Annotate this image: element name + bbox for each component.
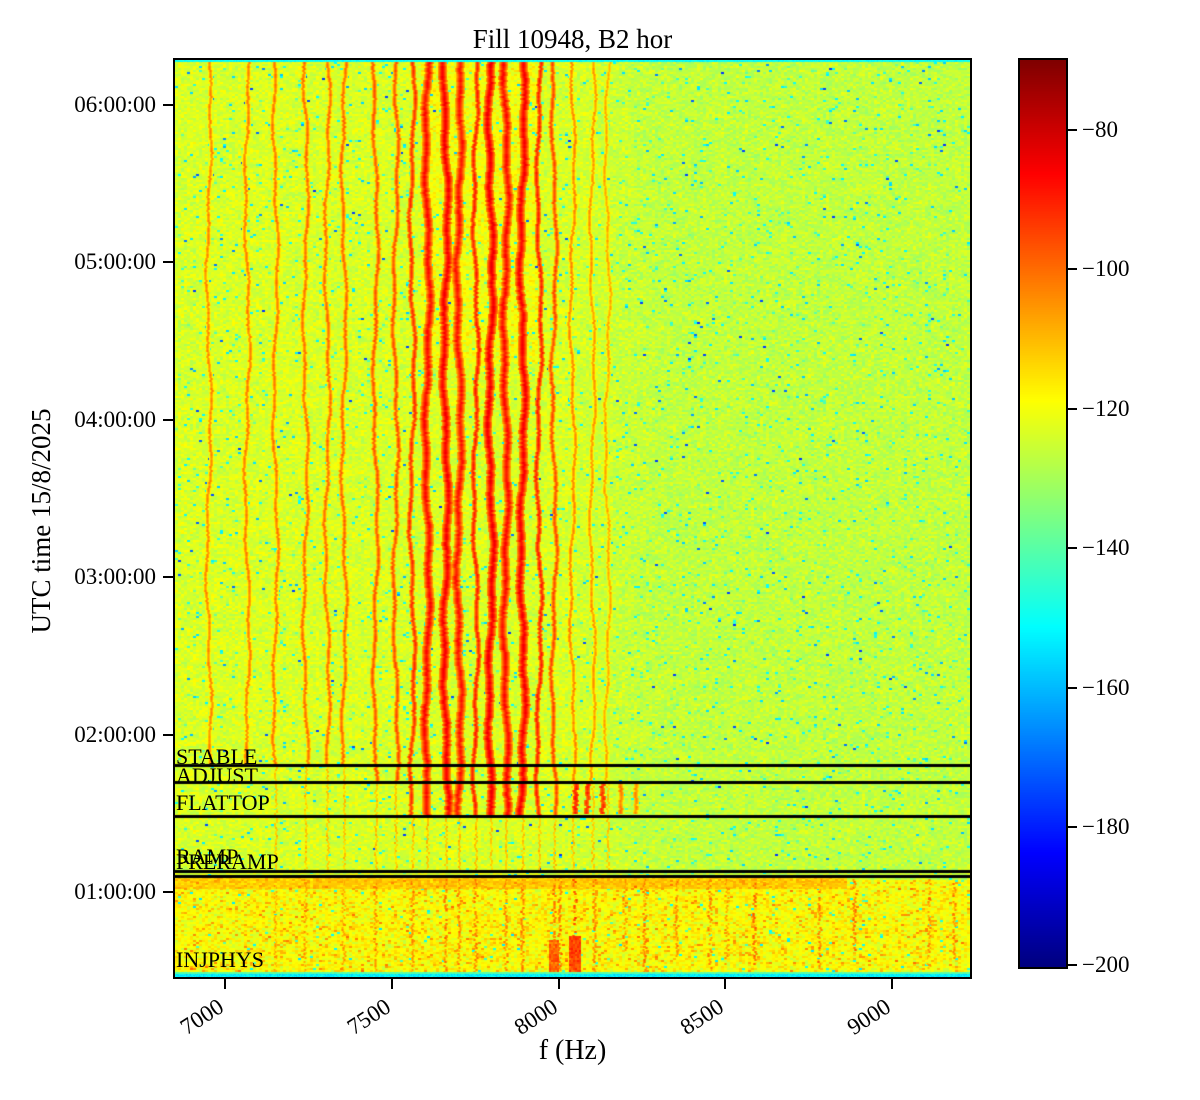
y-tick-mark: [163, 891, 173, 894]
colorbar-tick-label: −160: [1082, 674, 1130, 700]
colorbar-tick-mark: [1068, 268, 1077, 271]
colorbar-tick-label: −200: [1082, 952, 1130, 977]
y-tick-label: 06:00:00: [74, 92, 156, 118]
colorbar-tick-label: −120: [1082, 395, 1130, 421]
chart-title: Fill 10948, B2 hor: [472, 24, 673, 54]
colorbar-tick-mark: [1068, 686, 1077, 689]
colorbar-tick-mark: [1068, 964, 1077, 966]
x-tick-mark: [224, 979, 227, 989]
y-tick-label: 05:00:00: [74, 249, 156, 275]
colorbar-tick-label: −140: [1082, 535, 1130, 561]
y-tick-mark: [163, 576, 173, 579]
colorbar-tick-label: −180: [1082, 814, 1130, 840]
colorbar-tick-mark: [1068, 547, 1077, 550]
colorbar-tick-label: −100: [1082, 256, 1130, 282]
colorbar-tick-label: −80: [1082, 116, 1118, 142]
y-tick-mark: [163, 418, 173, 421]
y-tick-label: 03:00:00: [74, 564, 156, 590]
y-tick-label: 04:00:00: [74, 406, 156, 432]
y-tick-mark: [163, 104, 173, 107]
x-tick-mark: [724, 979, 727, 989]
plot-frame: [173, 58, 972, 979]
colorbar-canvas: [1020, 60, 1066, 967]
colorbar-tick-mark: [1068, 407, 1077, 410]
colorbar: [1018, 58, 1068, 969]
colorbar-tick-mark: [1068, 826, 1077, 829]
x-tick-mark: [891, 979, 894, 989]
x-tick-mark: [557, 979, 560, 989]
y-tick-mark: [163, 261, 173, 264]
x-tick-mark: [390, 979, 393, 989]
y-tick-mark: [163, 733, 173, 736]
colorbar-tick-mark: [1068, 128, 1077, 131]
x-axis-label: f (Hz): [538, 1035, 607, 1066]
y-tick-label: 01:00:00: [74, 879, 156, 905]
spectrogram-canvas: [175, 60, 970, 977]
y-tick-label: 02:00:00: [74, 721, 156, 747]
